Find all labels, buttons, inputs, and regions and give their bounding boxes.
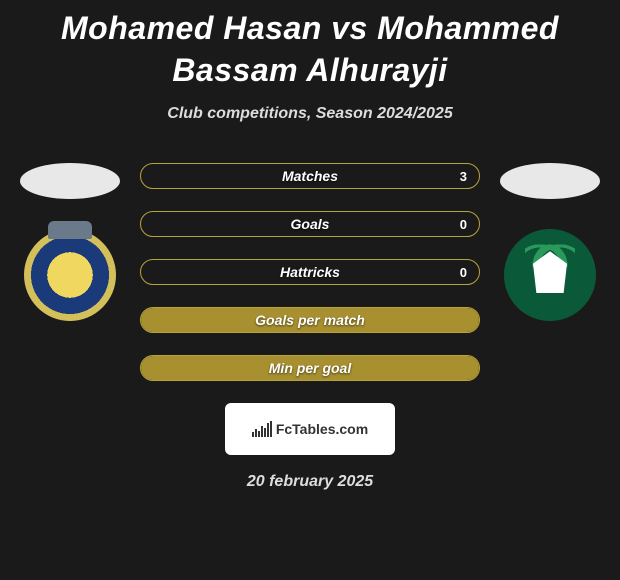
stat-row: Goals per match [140, 307, 480, 333]
stat-label: Hattricks [280, 264, 340, 280]
stat-label: Min per goal [269, 360, 351, 376]
stat-row: Goals 0 [140, 211, 480, 237]
brand-watermark: FcTables.com [225, 403, 395, 455]
stat-label: Goals [291, 216, 330, 232]
stat-row: Hattricks 0 [140, 259, 480, 285]
stat-row: Min per goal [140, 355, 480, 381]
chart-icon [252, 421, 272, 437]
player-right-side [500, 163, 600, 321]
player-left-photo [20, 163, 120, 199]
snapshot-date: 20 february 2025 [0, 473, 620, 491]
stat-value-right: 0 [460, 265, 467, 280]
stat-value-right: 0 [460, 217, 467, 232]
stat-label: Matches [282, 168, 338, 184]
brand-text: FcTables.com [276, 421, 368, 437]
club-badge-left [24, 229, 116, 321]
stat-label: Goals per match [255, 312, 365, 328]
player-right-photo [500, 163, 600, 199]
comparison-title: Mohamed Hasan vs Mohammed Bassam Alhuray… [0, 0, 620, 91]
stat-row: Matches 3 [140, 163, 480, 189]
season-subtitle: Club competitions, Season 2024/2025 [0, 105, 620, 123]
stats-list: Matches 3 Goals 0 Hattricks 0 Goals per match M… [140, 163, 480, 381]
comparison-content: Matches 3 Goals 0 Hattricks 0 Goals per match M… [0, 163, 620, 381]
player-left-side [20, 163, 120, 321]
stat-value-right: 3 [460, 169, 467, 184]
club-badge-right [504, 229, 596, 321]
